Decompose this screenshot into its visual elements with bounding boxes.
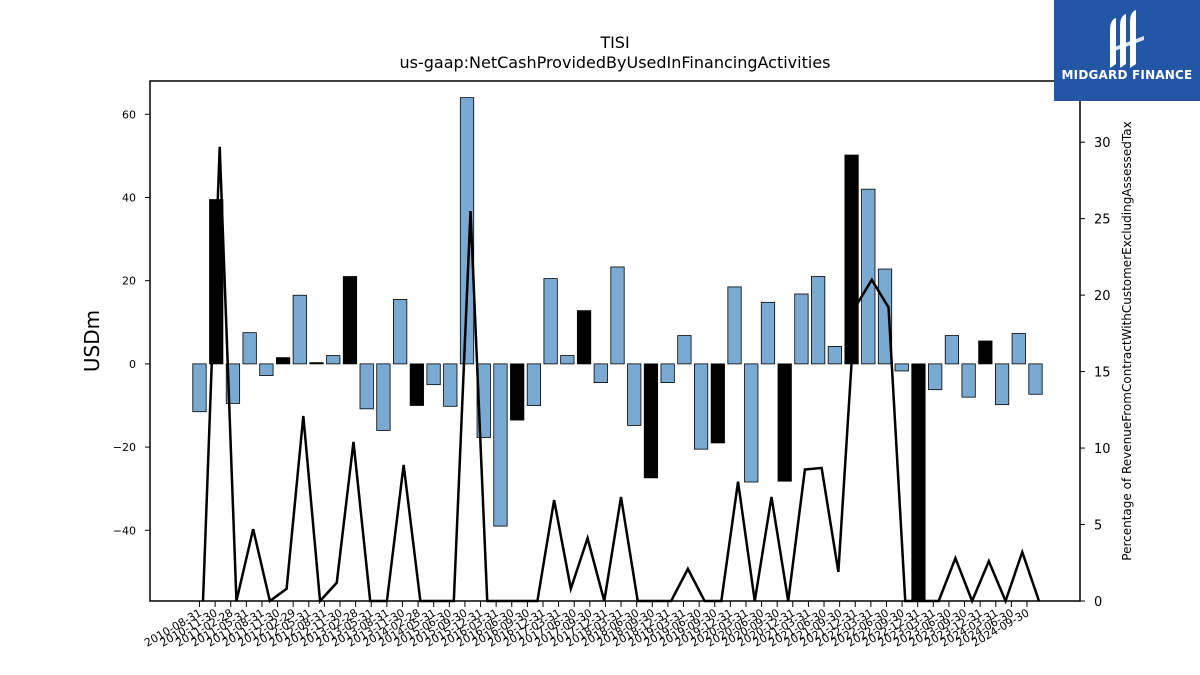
bar: [928, 363, 943, 391]
bar: [643, 363, 659, 479]
bar: [727, 286, 742, 365]
bar: [794, 293, 809, 365]
y-tick-label: 60: [122, 108, 136, 121]
plot-frame: [149, 80, 1081, 602]
bar: [944, 335, 960, 365]
y-tick-label: 0: [129, 358, 136, 371]
bar: [393, 298, 408, 365]
line-path: [201, 146, 1041, 605]
bar: [510, 363, 525, 421]
y-tick-label: 20: [122, 275, 136, 288]
bar: [576, 310, 592, 365]
bar: [259, 363, 274, 376]
bar: [275, 357, 291, 365]
bar: [493, 363, 508, 527]
y-tick-label: −40: [113, 524, 136, 537]
bar: [459, 97, 475, 365]
line-series: [201, 146, 1041, 605]
bar: [560, 355, 575, 365]
bar: [1028, 363, 1043, 395]
chart-subtitle: us-gaap:NetCashProvidedByUsedInFinancing…: [399, 53, 830, 72]
bar: [342, 276, 358, 365]
bar: [911, 363, 926, 602]
bar: [242, 332, 257, 365]
y2-axis-label: Percentage of RevenueFromContractWithCus…: [1120, 121, 1134, 560]
bar: [359, 363, 374, 410]
bar: [292, 294, 307, 365]
logo-text: MIDGARD FINANCE: [1061, 68, 1193, 82]
brand-logo: MIDGARD FINANCE: [1054, 0, 1200, 101]
y2-tick-label: 15: [1094, 366, 1111, 381]
bar: [760, 301, 776, 365]
y-axis: 60 40 20 0 −20 −40: [113, 108, 150, 537]
bar: [409, 363, 424, 406]
bar: [326, 355, 341, 365]
bar: [192, 363, 207, 413]
y2-tick-label: 20: [1094, 289, 1111, 304]
bar: [744, 363, 759, 483]
bar: [994, 363, 1010, 406]
y2-axis: 0 5 10 15 20 25 30: [1080, 136, 1111, 610]
bar: [627, 363, 642, 426]
bar: [543, 278, 558, 365]
y-tick-label: −20: [113, 441, 136, 454]
y2-tick-label: 25: [1094, 213, 1111, 228]
y2-tick-label: 5: [1094, 519, 1102, 534]
bar: [443, 363, 458, 407]
y-tick-label: 40: [122, 191, 136, 204]
y-axis-label: USDm: [80, 310, 104, 372]
bar: [1011, 333, 1026, 365]
bar: [660, 363, 675, 384]
bar: [593, 363, 608, 384]
bar: [610, 266, 625, 365]
bar: [376, 363, 391, 431]
bar: [694, 363, 709, 450]
bar: [827, 346, 842, 365]
bar: [309, 362, 324, 365]
bar: [861, 188, 876, 365]
bar: [844, 154, 859, 365]
chart-title: TISI: [599, 33, 629, 52]
bar: [526, 363, 542, 406]
bar: [426, 363, 441, 386]
bar: [710, 363, 725, 444]
bar: [961, 363, 976, 398]
bar-series: [192, 97, 1043, 602]
y2-tick-label: 30: [1094, 136, 1111, 151]
bar: [877, 268, 893, 365]
y2-tick-label: 10: [1094, 442, 1111, 457]
x-axis: 2010-08-312010-11-302011-02-282011-05-31…: [142, 601, 1032, 650]
y2-tick-label: 0: [1094, 595, 1102, 610]
bar: [811, 276, 826, 365]
bar: [677, 335, 692, 365]
bar: [894, 363, 909, 372]
logo-mark-icon: [1110, 10, 1144, 68]
bar: [978, 340, 993, 365]
bar: [777, 363, 792, 482]
